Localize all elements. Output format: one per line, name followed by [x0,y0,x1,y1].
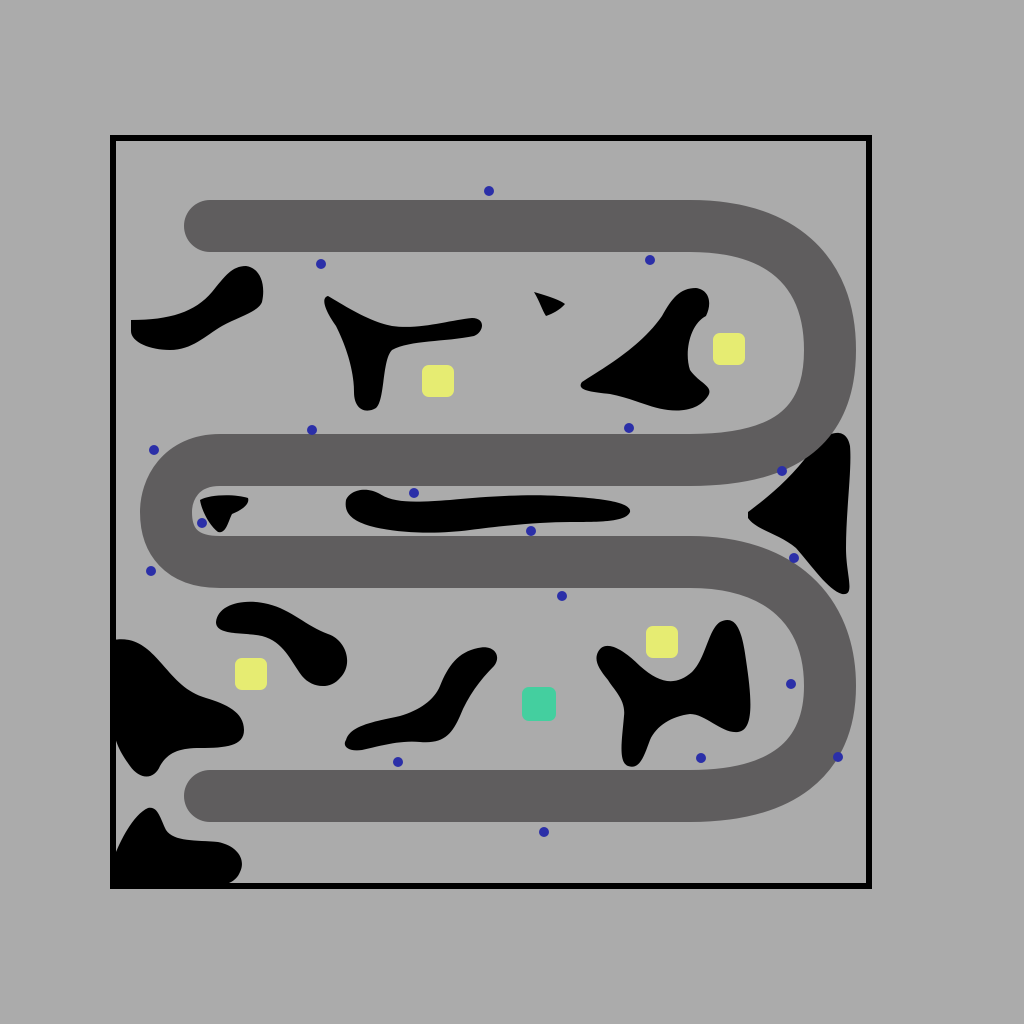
obstacle [344,647,498,751]
waypoint-dot [484,186,494,196]
waypoint-dot [146,566,156,576]
obstacle [596,619,751,767]
items [235,333,745,690]
obstacles [113,266,851,886]
waypoint-dot [696,753,706,763]
obstacle [345,489,631,533]
waypoint-dot [197,518,207,528]
waypoint-dot [777,466,787,476]
waypoint-dot [526,526,536,536]
obstacle [113,807,242,886]
waypoint-dot [786,679,796,689]
waypoint-dot [149,445,159,455]
obstacle [200,495,249,533]
waypoints [146,186,843,837]
path-track [140,200,856,822]
agent-square [522,687,556,721]
obstacle [113,639,244,777]
item-square [422,365,454,397]
waypoint-dot [833,752,843,762]
item-square [235,658,267,690]
waypoint-dot [624,423,634,433]
waypoint-dot [307,425,317,435]
waypoint-dot [645,255,655,265]
waypoint-dot [539,827,549,837]
waypoint-dot [409,488,419,498]
obstacle [324,296,482,411]
obstacle [534,292,565,316]
item-square [713,333,745,365]
obstacle [216,601,348,687]
obstacle [130,266,264,350]
item-square [646,626,678,658]
waypoint-dot [316,259,326,269]
obstacle [748,432,851,595]
waypoint-dot [789,553,799,563]
waypoint-dot [557,591,567,601]
obstacle [580,288,710,411]
waypoint-dot [393,757,403,767]
